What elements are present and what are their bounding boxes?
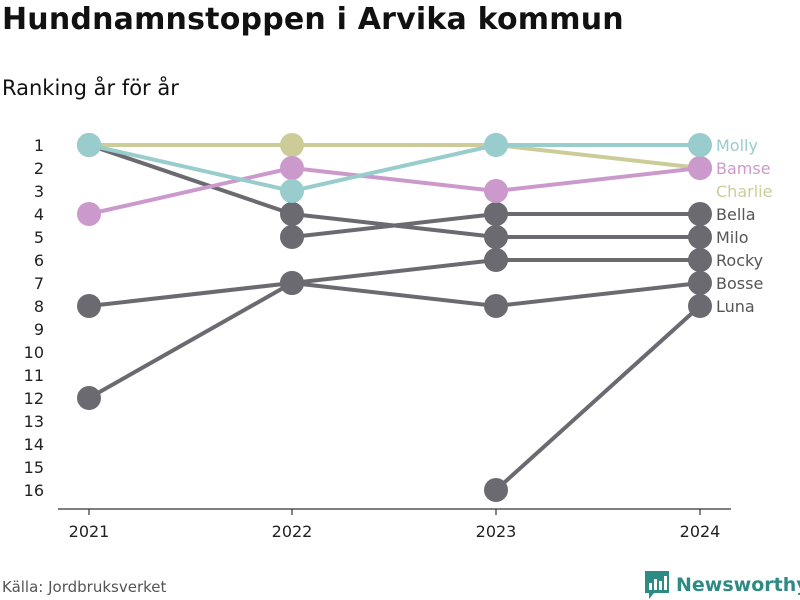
y-tick-label-8: 8	[34, 297, 44, 316]
y-tick-label-10: 10	[24, 343, 44, 362]
series-label-bosse: Bosse	[716, 274, 763, 293]
series-label-luna: Luna	[716, 297, 755, 316]
point-milo-2024	[688, 225, 712, 249]
point-rocky-2023	[484, 248, 508, 272]
y-tick-label-2: 2	[34, 159, 44, 178]
y-tick-label-4: 4	[34, 205, 44, 224]
x-tick-label-2024: 2024	[680, 522, 721, 541]
point-molly-2024	[688, 133, 712, 157]
series-line-luna	[494, 304, 702, 492]
x-tick-label-2022: 2022	[272, 522, 313, 541]
series-line-bamse	[87, 166, 702, 216]
x-tick-label-2021: 2021	[69, 522, 110, 541]
point-molly-2022	[280, 179, 304, 203]
series-label-bamse: Bamse	[716, 159, 771, 178]
point-rocky-2022	[280, 271, 304, 295]
y-tick-label-1: 1	[34, 136, 44, 155]
point-bella-2022	[280, 225, 304, 249]
brand-name: Newsworthy	[676, 574, 800, 596]
point-bosse-2023	[484, 294, 508, 318]
series-line-charlie	[87, 143, 702, 170]
y-tick-label-11: 11	[24, 366, 44, 385]
y-tick-label-13: 13	[24, 412, 44, 431]
series-line-bosse	[87, 281, 702, 308]
point-bosse-2021	[77, 294, 101, 318]
y-tick-label-12: 12	[24, 389, 44, 408]
chart-subtitle: Ranking år för år	[2, 76, 179, 100]
point-luna-2023	[484, 478, 508, 502]
point-bella-2024	[688, 202, 712, 226]
y-tick-label-15: 15	[24, 458, 44, 477]
brand-logo: Newsworthy	[644, 570, 800, 600]
y-tick-label-7: 7	[34, 274, 44, 293]
point-milo-2023	[484, 225, 508, 249]
point-bosse-2024	[688, 271, 712, 295]
series-line-molly	[87, 143, 702, 193]
point-bella-2023	[484, 202, 508, 226]
point-rocky-2024	[688, 248, 712, 272]
series-line-rocky	[87, 258, 702, 400]
series-points	[77, 133, 712, 502]
point-charlie-2022	[280, 133, 304, 157]
y-tick-label-6: 6	[34, 251, 44, 270]
point-milo-2022	[280, 202, 304, 226]
point-bamse-2022	[280, 156, 304, 180]
y-tick-label-9: 9	[34, 320, 44, 339]
series-lines	[87, 143, 702, 492]
y-tick-label-16: 16	[24, 481, 44, 500]
point-bamse-2024	[688, 156, 712, 180]
series-label-molly: Molly	[716, 136, 758, 155]
point-molly-2023	[484, 133, 508, 157]
series-label-charlie: Charlie	[716, 182, 772, 201]
point-luna-2024	[688, 294, 712, 318]
y-tick-label-5: 5	[34, 228, 44, 247]
series-label-rocky: Rocky	[716, 251, 763, 270]
point-bamse-2021	[77, 202, 101, 226]
point-rocky-2021	[77, 386, 101, 410]
point-bamse-2023	[484, 179, 508, 203]
point-molly-2021	[77, 133, 101, 157]
series-label-bella: Bella	[716, 205, 756, 224]
y-tick-label-14: 14	[24, 435, 44, 454]
x-tick-label-2023: 2023	[476, 522, 517, 541]
chart-title: Hundnamnstoppen i Arvika kommun	[2, 2, 624, 37]
y-tick-label-3: 3	[34, 182, 44, 201]
newsworthy-logo-icon	[645, 571, 669, 599]
series-labels: Molly Bamse Charlie Bella Milo Rocky Bosse Luna	[716, 136, 772, 316]
source-note: Källa: Jordbruksverket	[2, 578, 167, 596]
series-label-milo: Milo	[716, 228, 748, 247]
